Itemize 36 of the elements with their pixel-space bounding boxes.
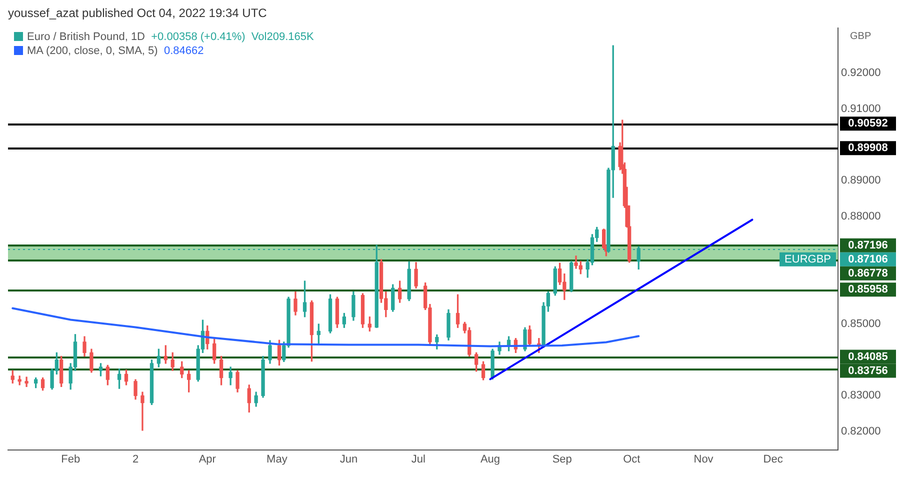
x-tick-label: Feb: [61, 453, 80, 466]
x-tick-label: Jul: [411, 453, 426, 466]
x-tick-label: Sep: [552, 453, 572, 466]
y-tick-label: 0.83000: [841, 390, 881, 402]
y-tick-label: 0.92000: [841, 67, 881, 80]
candlestick: [140, 392, 144, 431]
ref-line-label: 0.86778: [848, 267, 888, 280]
legend-label: MA (200, close, 0, SMA, 5): [27, 45, 158, 57]
annotation: Vol209.165K: [250, 31, 314, 43]
annotation: 0.84662: [162, 45, 204, 57]
x-tick-label: Jun: [340, 453, 358, 466]
y-tick-label: 0.88000: [841, 210, 881, 223]
y-tick-label: 0.91000: [841, 103, 881, 116]
ref-line-label: 0.89908: [848, 142, 888, 154]
x-tick-label: Apr: [198, 453, 216, 466]
x-tick-label: Oct: [623, 453, 640, 466]
candlestick: [24, 376, 28, 388]
y-tick-label: 0.89000: [841, 174, 881, 187]
annotation: EURGBP: [784, 253, 832, 266]
ref-line-label: 0.84085: [848, 350, 888, 363]
ref-line-label: 0.85958: [848, 284, 888, 296]
y-tick-label: 0.82000: [841, 426, 881, 438]
x-tick-label: May: [266, 453, 288, 466]
y-tick-label: 0.85000: [841, 318, 881, 330]
text: youssef_azat published Oct 04, 2022 19:34 UTC: [8, 6, 267, 20]
legend-label: Euro / British Pound, 1D: [27, 31, 146, 43]
x-tick-label: Aug: [480, 453, 500, 466]
ref-line-label: 0.90592: [848, 118, 888, 130]
y-axis-title: GBP: [850, 31, 872, 42]
x-tick-label: Nov: [694, 453, 714, 466]
ref-line-label: 0.87106: [848, 253, 888, 266]
x-tick-label: 2: [132, 453, 139, 466]
annotation: +0.00358 (+0.41%): [150, 31, 246, 43]
ref-line-label: 0.83756: [848, 364, 888, 377]
ref-line-label: 0.87196: [848, 239, 888, 252]
x-tick-label: Dec: [763, 453, 784, 466]
